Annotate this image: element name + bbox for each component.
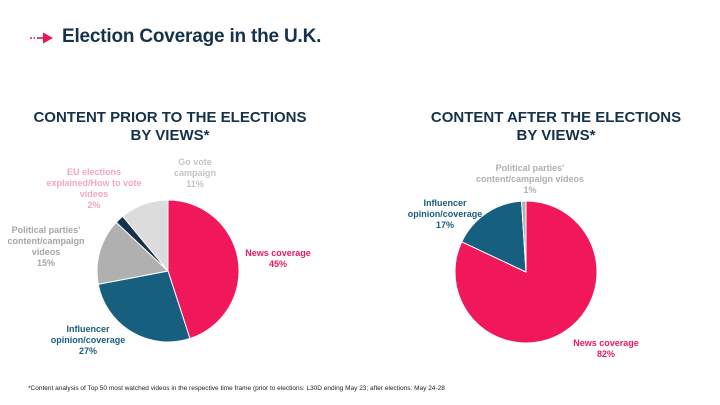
pie-after-value-influencer: 17% [436,220,454,230]
pie-before-label-line: videos [32,247,61,257]
pie-before-label-line: content/campaign [7,236,84,246]
chart-title-before: CONTENT PRIOR TO THE ELECTIONS BY VIEWS* [20,109,320,145]
chart-title-before-line1: CONTENT PRIOR TO THE ELECTIONS [33,109,307,126]
pie-after-label-parties: Political parties' content/campaign video… [476,163,584,195]
pie-after-label-line: opinion/coverage [408,209,483,219]
pie-before-label-line: videos [80,189,109,199]
pie-before-value-parties: 15% [37,258,55,268]
pie-after-label-line: News coverage [573,338,639,348]
chart-title-after: CONTENT AFTER THE ELECTIONS BY VIEWS* [406,109,706,145]
pie-before-label-parties: Political parties' content/campaign videos… [7,225,84,268]
chart-title-after-line2: BY VIEWS* [516,127,596,144]
pie-before-slice-news [167,199,240,340]
pie-after-value-news: 82% [597,349,615,359]
pie-before-value-govote: 11% [186,179,204,189]
chart-title-before-line2: BY VIEWS* [130,127,210,144]
pie-before-label-line: Political parties' [12,225,81,235]
pie-before-label-line: EU elections [67,167,121,177]
pie-before-value-news: 45% [269,259,287,269]
pie-before-label-influencer: Influencer opinion/coverage 27% [51,324,126,356]
pie-before-slice-parties [96,221,170,285]
slide-title: Election Coverage in the U.K. [62,26,322,47]
pie-before-label-govote: Go vote campaign 11% [174,157,216,189]
pie-before-value-eu: 2% [87,200,100,210]
pie-before-label-line: campaign [174,168,216,178]
pie-before-value-influencer: 27% [79,346,97,356]
pie-before-label-line: Influencer [66,324,110,334]
pie-before-slice-influencer [97,270,191,343]
pie-after-label-influencer: Influencer opinion/coverage 17% [408,198,483,230]
pie-before-label-line: opinion/coverage [51,335,126,345]
arrow-right-icon [30,32,53,44]
pie-before-label-eu: EU elections explained/How to vote videos 2… [46,167,141,210]
pie-after-value-parties: 1% [523,185,536,195]
pie-after-label-line: Political parties' [496,163,565,173]
pie-after-slice-influencer [461,200,527,273]
pie-after-label-news: News coverage 82% [573,338,639,359]
footnote: *Content analysis of Top 50 most watched… [28,385,445,392]
pie-before-label-line: News coverage [245,248,311,258]
pie-before-slice-govote [122,199,169,273]
pie-after-label-line: content/campaign videos [476,174,584,184]
pie-before-label-line: Go vote [178,157,212,167]
chart-title-after-line1: CONTENT AFTER THE ELECTIONS [430,109,682,126]
pie-before-label-line: explained/How to vote [46,178,141,188]
pie-before-label-news: News coverage 45% [245,248,311,269]
pie-after-label-line: Influencer [423,198,467,208]
pie-after-slice-parties [521,200,527,273]
